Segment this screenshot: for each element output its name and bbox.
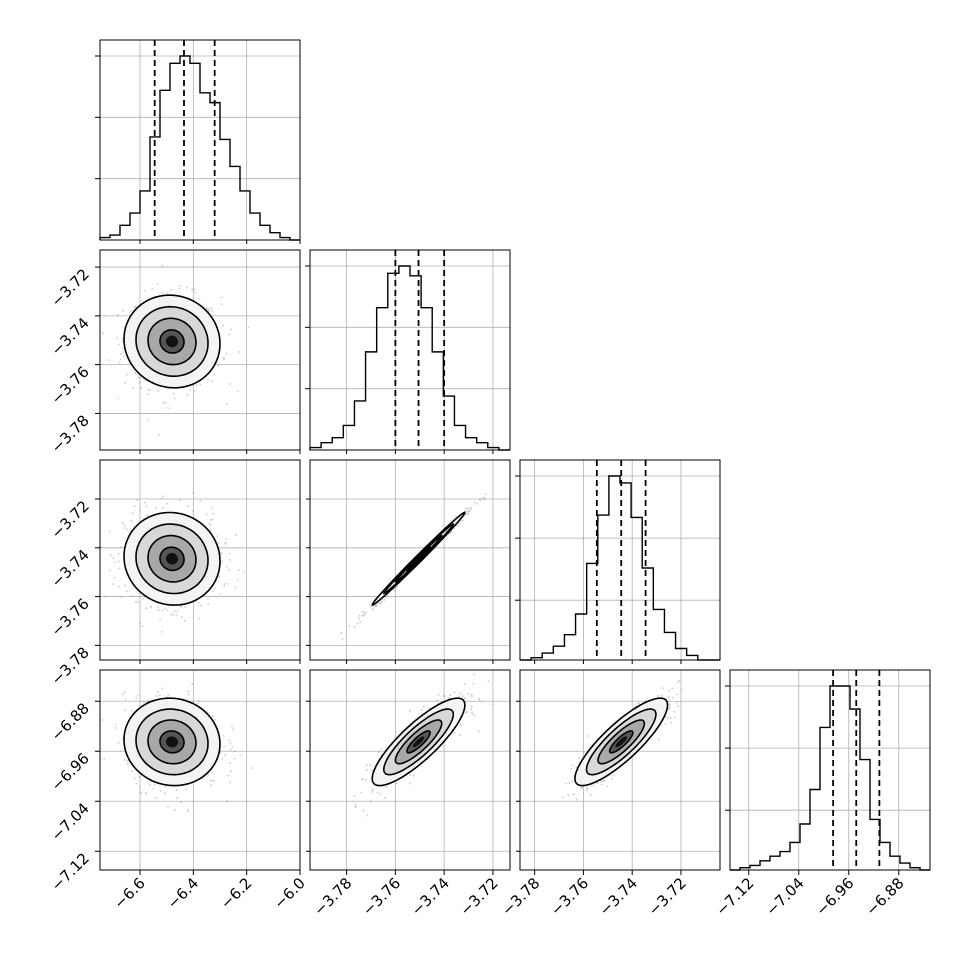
histogram-panel-0	[95, 39, 301, 241]
y-tick-label: −3.74	[48, 314, 93, 359]
panel-frame	[309, 669, 511, 871]
density-peak	[166, 736, 178, 748]
histogram-step	[520, 475, 720, 661]
panel-frame	[729, 669, 931, 871]
histogram-step	[309, 265, 510, 451]
panel-frame	[519, 669, 721, 871]
y-tick-label: −3.76	[48, 363, 93, 408]
x-tick-label: −6.4	[164, 874, 202, 912]
panel-background	[520, 670, 720, 870]
y-tick-label: −7.04	[48, 799, 93, 844]
x-tick-label: −7.12	[712, 874, 757, 919]
x-tick-label: −3.78	[498, 874, 543, 919]
y-tick-label: −7.12	[48, 849, 93, 894]
density-peak	[615, 736, 627, 748]
panel-background	[310, 250, 510, 450]
x-tick-label: −3.76	[359, 874, 404, 919]
density-peak	[166, 553, 178, 565]
density-peak	[166, 335, 178, 348]
scatter-panel-1-2	[309, 459, 511, 661]
x-tick-label: −6.6	[110, 874, 148, 912]
y-tick-label: −3.74	[48, 546, 93, 591]
x-tick-label: −3.72	[645, 874, 690, 919]
y-tick-label: −6.96	[48, 749, 93, 794]
density-peak	[412, 736, 425, 748]
x-tick-label: −6.0	[270, 874, 308, 912]
histogram-step	[99, 55, 300, 241]
y-tick-label: −3.72	[48, 265, 93, 310]
scatter-panel-0-3	[99, 669, 301, 871]
scatter-panel-0-1	[99, 249, 301, 451]
x-tick-label: −3.74	[596, 874, 641, 919]
x-tick-label: −3.74	[408, 874, 453, 919]
y-tick-label: −3.72	[48, 497, 93, 542]
x-tick-label: −6.2	[217, 874, 255, 912]
x-tick-label: −6.96	[812, 874, 857, 919]
panel-frame	[99, 459, 301, 661]
panel-frame	[99, 39, 301, 241]
panel-frame	[99, 669, 301, 871]
panel-frame	[99, 249, 301, 451]
scatter-panel-2-3	[519, 669, 721, 871]
histogram-step	[730, 685, 930, 871]
histogram-panel-2	[515, 459, 721, 661]
x-tick-label: −3.76	[547, 874, 592, 919]
panel-frame	[309, 459, 511, 661]
x-tick-label: −3.78	[310, 874, 355, 919]
x-tick-label: −7.04	[762, 874, 807, 919]
density-peak	[412, 553, 425, 565]
y-tick-label: −3.78	[48, 643, 93, 688]
x-tick-label: −6.88	[862, 874, 907, 919]
x-tick-label: −3.72	[457, 874, 502, 919]
histogram-panel-3	[725, 669, 931, 871]
y-tick-label: −6.88	[48, 699, 93, 744]
scatter-panel-1-3	[309, 669, 511, 871]
panel-frame	[309, 249, 511, 451]
histogram-panel-1	[305, 249, 511, 451]
panel-background	[520, 460, 720, 660]
scatter-panel-0-2	[99, 459, 301, 661]
panel-frame	[519, 459, 721, 661]
y-tick-label: −3.78	[48, 412, 93, 457]
panel-background	[310, 460, 510, 660]
y-tick-label: −3.76	[48, 595, 93, 640]
